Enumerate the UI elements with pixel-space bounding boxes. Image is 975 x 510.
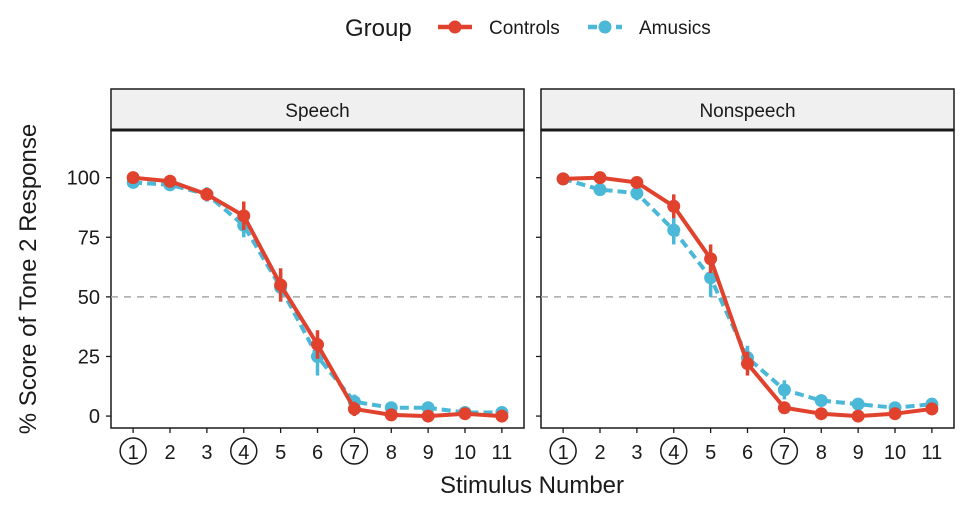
data-point xyxy=(556,172,570,186)
x-tick-label: 2 xyxy=(164,442,175,464)
series-controls xyxy=(126,171,509,423)
x-tick-circle xyxy=(549,437,577,465)
data-point xyxy=(593,183,607,197)
data-point xyxy=(126,171,140,185)
y-axis-label: % Score of Tone 2 Response xyxy=(15,124,42,434)
data-point xyxy=(888,407,902,421)
data-point xyxy=(925,402,939,416)
data-point xyxy=(814,394,828,408)
data-point xyxy=(630,186,644,200)
data-point xyxy=(851,397,865,411)
data-point xyxy=(274,278,288,292)
data-point xyxy=(851,409,865,423)
legend: Group Controls Amusics xyxy=(345,15,711,42)
x-tick-label: 4 xyxy=(238,442,249,464)
data-point xyxy=(667,199,681,213)
data-point xyxy=(630,175,644,189)
data-point xyxy=(200,187,214,201)
legend-entry-amusics: Amusics xyxy=(588,18,711,39)
data-point xyxy=(237,209,251,223)
data-point xyxy=(311,338,324,352)
data-point xyxy=(347,402,361,416)
x-tick-circle xyxy=(230,437,258,465)
x-tick-label: 9 xyxy=(853,442,864,464)
panel-strip xyxy=(110,88,525,131)
x-tick-label: 6 xyxy=(742,442,753,464)
data-point xyxy=(421,409,435,423)
x-tick-circle xyxy=(660,437,688,465)
panel-nonspeech: Nonspeech 1 2 3 4 5 6 7 8 9 10 11 xyxy=(536,88,955,465)
data-point xyxy=(741,357,754,371)
data-point xyxy=(814,407,828,421)
x-tick-label: 7 xyxy=(349,442,360,464)
panel-title: Speech xyxy=(285,101,349,122)
data-point xyxy=(495,409,509,423)
x-tick-label: 4 xyxy=(668,442,679,464)
legend-marker xyxy=(598,20,612,34)
data-point xyxy=(163,174,177,188)
data-point xyxy=(704,252,718,266)
panel-strip xyxy=(540,88,955,131)
x-tick-label: 8 xyxy=(386,442,397,464)
plot-frame xyxy=(110,129,525,429)
legend-entry-controls: Controls xyxy=(438,18,560,39)
x-tick-label: 6 xyxy=(312,442,323,464)
x-tick-circle xyxy=(340,437,369,465)
x-tick-label: 7 xyxy=(779,442,790,464)
x-tick-label: 3 xyxy=(631,442,642,464)
panel-title: Nonspeech xyxy=(699,101,795,122)
x-tick-label: 2 xyxy=(594,442,605,464)
x-tick-circle xyxy=(119,437,147,465)
data-point xyxy=(458,407,472,421)
x-axis-label: Stimulus Number xyxy=(440,472,624,499)
x-tick-label: 10 xyxy=(884,442,906,464)
legend-label: Controls xyxy=(489,18,560,39)
x-tick-label: 11 xyxy=(921,442,942,464)
data-point xyxy=(384,408,398,422)
data-point xyxy=(593,171,607,185)
series-line xyxy=(562,176,933,410)
x-tick-label: 8 xyxy=(816,442,827,464)
data-point xyxy=(777,401,791,415)
data-point xyxy=(667,223,681,237)
legend-title: Group xyxy=(345,15,412,42)
y-tick-label: 50 xyxy=(78,287,100,309)
series-controls xyxy=(556,171,939,423)
y-tick-label: 75 xyxy=(78,227,100,249)
x-tick-label: 9 xyxy=(423,442,434,464)
x-tick-label: 1 xyxy=(558,442,569,464)
y-tick-label: 0 xyxy=(89,406,100,428)
legend-marker xyxy=(448,20,462,34)
y-tick-label: 25 xyxy=(78,346,100,368)
y-tick-label: 100 xyxy=(67,168,100,190)
x-tick-circle xyxy=(770,437,799,465)
panel-speech: Speech 0 25 50 75 100 1 2 3 4 5 6 7 8 9 10 11 xyxy=(67,88,525,465)
x-tick-label: 1 xyxy=(128,442,139,464)
data-point xyxy=(704,271,718,285)
x-tick-label: 5 xyxy=(275,442,286,464)
x-tick-label: 10 xyxy=(454,442,476,464)
legend-label: Amusics xyxy=(639,18,711,39)
x-tick-label: 5 xyxy=(705,442,716,464)
x-tick-label: 11 xyxy=(491,442,512,464)
x-tick-label: 3 xyxy=(201,442,212,464)
data-point xyxy=(777,383,791,397)
